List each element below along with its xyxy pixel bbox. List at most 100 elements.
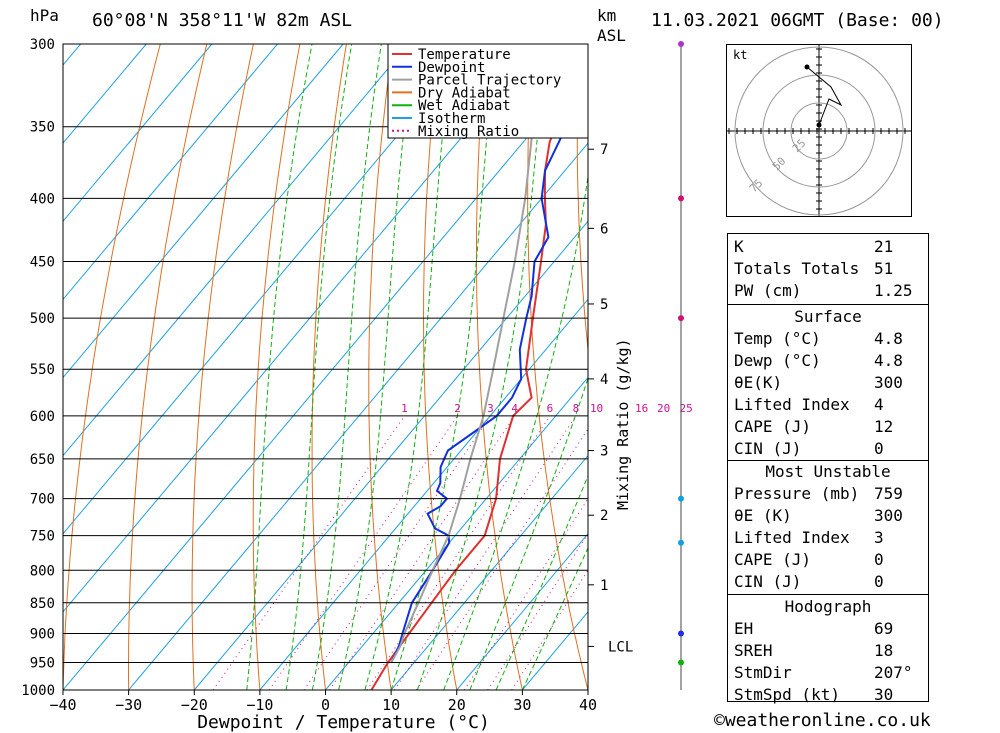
mu-cin-label: CIN (J) [734, 572, 802, 591]
pressure-tick-label: 900 [30, 626, 55, 642]
mu-cape-row: CAPE (J) 0 [728, 549, 928, 570]
hodo-header: Hodograph [728, 596, 928, 617]
surface-cape-label: CAPE (J) [734, 417, 812, 436]
legend-entry-label: Parcel Trajectory [418, 73, 561, 89]
index-table: K 21 Totals Totals 51 PW (cm) 1.25 Surfa… [727, 233, 929, 705]
pressure-tick-label: 600 [30, 409, 55, 425]
wind-level-dot [678, 659, 684, 666]
mu-theta-value: 300 [874, 506, 903, 525]
km-tick-label: 7 [600, 142, 608, 158]
datetime-label: 11.03.2021 06GMT (Base: 00) [651, 10, 944, 31]
dry-adiabat-line [252, 44, 301, 690]
wind-level-dot [678, 495, 684, 502]
hodograph-trace [806, 66, 843, 126]
totals-value: 51 [874, 259, 894, 278]
dry-adiabat-line [368, 44, 394, 690]
km-tick-label: 3 [600, 444, 608, 460]
isotherm-line [63, 44, 147, 144]
k-index-value: 21 [874, 237, 894, 256]
legend-entry-label: Mixing Ratio [418, 124, 519, 140]
surface-temp-value: 4.8 [874, 329, 903, 348]
divider [728, 460, 928, 461]
eh-value: 69 [874, 619, 894, 638]
wind-level-dot [678, 630, 684, 637]
surface-dewp-row: Dewp (°C) 4.8 [728, 350, 928, 371]
dry-adiabat-line [476, 44, 523, 690]
dry-adiabat-line [63, 44, 161, 690]
mu-header: Most Unstable [728, 461, 928, 482]
surface-temp-row: Temp (°C) 4.8 [728, 328, 928, 349]
mixing-ratio-label: 20 [657, 402, 670, 415]
x-tick-label: −30 [115, 696, 142, 714]
surface-dewp-label: Dewp (°C) [734, 351, 821, 370]
dry-adiabat-line [191, 44, 254, 690]
stmspd-row: StmSpd (kt) 30 [728, 684, 928, 705]
pressure-tick-label: 350 [30, 120, 55, 136]
isotherm-line [259, 298, 588, 690]
surface-temp-label: Temp (°C) [734, 329, 821, 348]
mixing-ratio-label: 25 [680, 402, 693, 415]
k-index-label: K [734, 237, 744, 256]
mu-pressure-label: Pressure (mb) [734, 484, 860, 503]
x-tick-label: −10 [246, 696, 273, 714]
eh-label: EH [734, 619, 754, 638]
surface-li-row: Lifted Index 4 [728, 394, 928, 415]
isotherm-line [390, 454, 588, 690]
mixing-ratio-line [303, 415, 491, 690]
mu-pressure-value: 759 [874, 484, 903, 503]
mu-cape-label: CAPE (J) [734, 550, 812, 569]
stmdir-row: StmDir 207° [728, 662, 928, 683]
mixing-ratio-line [212, 415, 405, 690]
mu-theta-label: θE (K) [734, 506, 792, 525]
wet-adiabat-line [338, 44, 415, 690]
sreh-value: 18 [874, 641, 894, 660]
hodograph-point [816, 122, 822, 128]
wind-level-dot [678, 41, 684, 47]
legend-entry-label: Temperature [418, 47, 511, 63]
isotherm-line [63, 44, 344, 379]
divider [728, 594, 928, 595]
mu-li-row: Lifted Index 3 [728, 527, 928, 548]
km-tick-label: 4 [600, 372, 608, 388]
surface-cin-row: CIN (J) 0 [728, 438, 928, 459]
sreh-label: SREH [734, 641, 773, 660]
x-tick-label: 20 [448, 696, 466, 714]
hodograph-unit: kt [733, 48, 748, 62]
surface-theta-row: θE(K) 300 [728, 372, 928, 393]
legend-entry-label: Dewpoint [418, 60, 485, 76]
mu-li-label: Lifted Index [734, 528, 850, 547]
surface-cape-value: 12 [874, 417, 894, 436]
pressure-tick-label: 500 [30, 311, 55, 327]
mu-cape-value: 0 [874, 550, 884, 569]
hodograph-ring-label: 50 [770, 155, 789, 174]
mixing-ratio-line [487, 532, 588, 690]
mu-pressure-row: Pressure (mb) 759 [728, 483, 928, 504]
wind-level-dot [678, 539, 684, 546]
mu-cin-value: 0 [874, 572, 884, 591]
hodograph-ring [734, 46, 904, 216]
mixing-ratio-label: 2 [454, 402, 461, 415]
surface-theta-value: 300 [874, 373, 903, 392]
surface-li-value: 4 [874, 395, 884, 414]
km-tick-label: 1 [600, 578, 608, 594]
pressure-tick-label: 800 [30, 563, 55, 579]
copyright-link[interactable]: ©weatheronline.co.uk [714, 710, 931, 731]
surface-header: Surface [728, 306, 928, 327]
x-axis-title: Dewpoint / Temperature (°C) [197, 712, 490, 733]
pw-value: 1.25 [874, 281, 913, 300]
pressure-tick-label: 550 [30, 362, 55, 378]
mixing-ratio-line [329, 415, 516, 690]
dry-adiabat-line [128, 44, 208, 690]
pressure-unit-label: hPa [30, 6, 59, 25]
mixing-ratio-label: 4 [511, 402, 518, 415]
hodograph-point [804, 64, 810, 70]
isotherm-line [63, 44, 278, 301]
divider [728, 304, 928, 305]
legend-entry-label: Isotherm [418, 111, 485, 127]
mixing-ratio-axis-title: Mixing Ratio (g/kg) [614, 338, 632, 510]
pressure-tick-label: 1000 [21, 683, 55, 699]
mixing-ratio-line [511, 569, 588, 690]
km-tick-label: 2 [600, 508, 608, 524]
mixing-ratio-label: 16 [635, 402, 648, 415]
